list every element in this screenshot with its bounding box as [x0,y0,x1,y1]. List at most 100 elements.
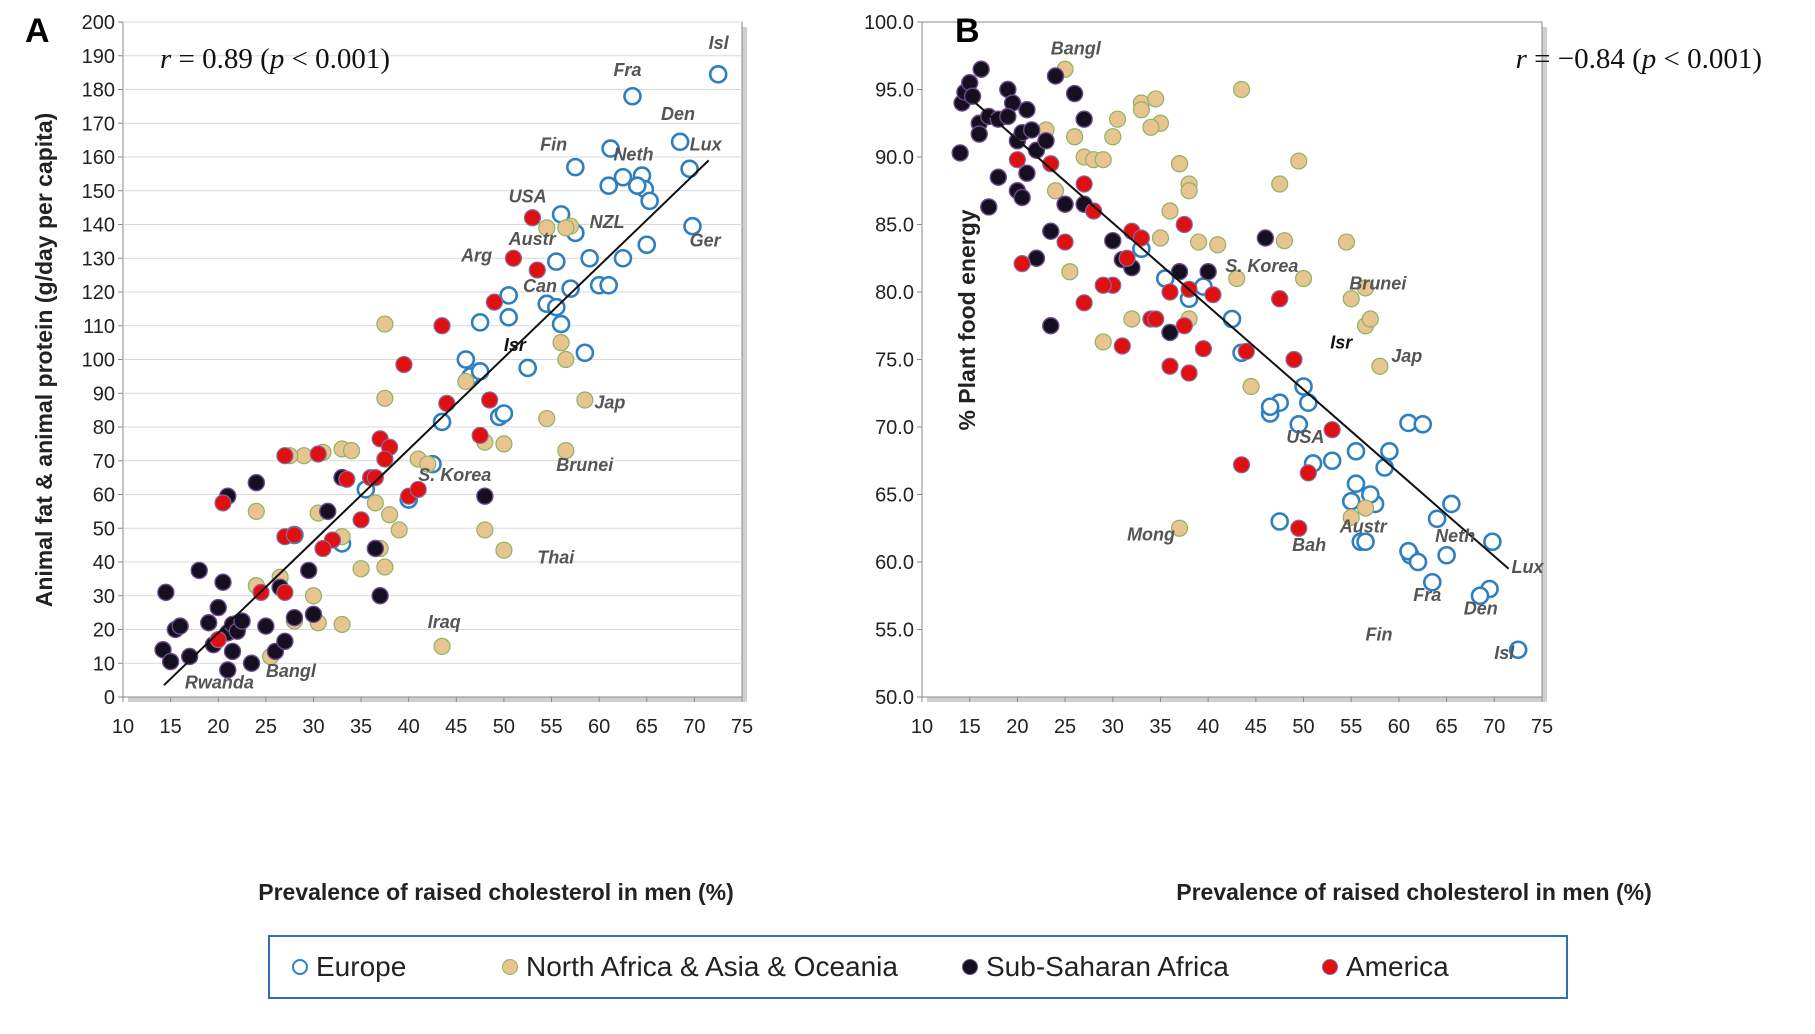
panel-b-point-ssa [1013,188,1031,207]
legend-marker-north-africa-asia-oceania [502,959,518,975]
panel-b-r-value: = −0.84 ( [1527,43,1642,75]
panel-a-y-tick-label: 200 [82,12,115,34]
panel-b-point-ssa [1022,121,1041,139]
panel-a-point-america [485,293,503,311]
panel-a-y-tick-label: 80 [93,417,115,439]
panel-b-point-america [1042,155,1060,173]
panel-a-point-america [471,426,489,445]
panel-b-x-tick-label: 70 [1483,716,1505,738]
panel-a-x-tick-label: 10 [112,716,134,738]
panel-b-point-ssa [1042,317,1060,335]
panel-a-point-america [352,511,370,529]
panel-a-point-america [366,469,384,487]
panel-a-correlation: r = 0.89 (p < 0.001) [160,43,390,75]
panel-b-point-ssa [951,144,969,162]
panel-a-point-europe [566,157,585,177]
panel-a-point-europe [580,248,599,268]
panel-a-point-europe [640,191,659,211]
panel-a-point-america [395,355,413,374]
panel-b-point-europe [1356,532,1375,552]
panel-b-point-europe [1346,441,1366,461]
panel-a-y-tick-label: 20 [93,620,115,642]
panel-b-point-nafrica [1242,377,1260,396]
panel-a-point-europe [637,235,657,255]
panel-b-point-america [1194,340,1212,358]
panel-a-point-nafrica [295,447,313,465]
panel-b-point-europe [1437,545,1456,565]
panel-b-point-europe [1508,640,1528,660]
panel-a-point-nafrica [557,350,575,369]
panel-b-point-europe [1346,474,1366,494]
panel-b-point-america [1175,317,1193,335]
panel-a-country-label: Thai [537,548,575,568]
panel-b-point-nafrica [1142,118,1160,136]
panel-b-plot-frame [921,21,1543,698]
panel-b-country-label: Fin [1366,624,1393,644]
panel-a-point-ssa [247,473,266,492]
panel-b-point-nafrica [1066,128,1084,146]
panel-a-y-tick-label: 180 [82,80,115,102]
panel-b-x-axis-title: Prevalence of raised cholesterol in men … [1176,879,1652,905]
panel-b-correlation: r = −0.84 (p < 0.001) [1516,43,1762,75]
panel-b-point-nafrica [1290,152,1308,170]
panel-b-point-nafrica [1294,269,1313,288]
panel-a-country-label: USA [509,187,547,207]
panel-b-point-nafrica [1371,357,1389,375]
panel-b-point-america [1232,456,1251,474]
legend-label-america: America [1346,951,1449,982]
panel-a-plot-area: 0 10 20 30 40 50 60 70 80 90 100 110 120 130 140 150 160… [82,12,754,738]
panel-a-point-europe [470,362,490,381]
panel-b-point-europe [1423,572,1442,592]
panel-a-point-nafrica [457,372,475,391]
panel-b-point-america [1285,350,1303,369]
panel-b-x-tick-label: 55 [1340,716,1362,738]
panel-a-y-tick-label: 170 [82,113,115,135]
panel-b-point-america [1237,342,1255,360]
panel-b-country-label: USA [1286,427,1324,447]
panel-b-point-america [1075,175,1093,193]
panel-a-point-america [214,494,232,512]
panel-b-point-ssa [1056,195,1074,213]
panel-a-y-tick-label: 40 [93,552,115,574]
panel-b-x-tick-label: 45 [1245,716,1267,738]
panel-a-point-europe [494,404,514,423]
panel-a-point-nafrica [352,560,370,578]
panel-b-point-europe [1341,491,1361,511]
panel-a-point-ssa [171,617,189,635]
panel-b-point-america [1085,202,1103,220]
panel-b-point-america [1290,519,1308,537]
panel-a-point-ssa [366,539,385,558]
panel-a-point-nafrica [557,219,575,237]
legend-label-north-africa-asia-oceania: North Africa & Asia & Oceania [526,951,898,982]
panel-a-point-europe [470,313,490,332]
panel-b-point-europe [1270,512,1289,531]
panel-b-point-ssa [970,125,988,143]
panel-b-point-america [1075,294,1093,312]
panel-a-point-ssa [233,612,251,630]
panel-a-point-ssa [200,614,218,632]
panel-b-point-nafrica [1161,202,1179,220]
panel-b-y-tick-label: 80.0 [875,282,914,304]
panel-a-point-ssa [223,642,242,661]
panel-a-x-tick-label: 35 [350,716,372,738]
panel-a-x-tick-label: 50 [493,716,515,738]
panel-a-point-america [338,470,356,488]
panel-b-x-tick-label: 25 [1054,716,1076,738]
panel-a-x-tick-label: 60 [588,716,610,738]
panel-b-point-nafrica [1228,269,1246,288]
panel-a-point-america [376,450,394,468]
panel-a-point-nafrica [304,587,323,605]
panel-b-point-europe [1380,441,1399,461]
panel-b-x-tick-label: 35 [1149,716,1171,738]
panel-a-point-ssa [190,561,208,580]
panel-a-point-nafrica [376,558,394,576]
panel-b-point-america [1056,233,1074,251]
legend-item-europe: Europe [292,951,502,983]
panel-a-country-label: Isl [709,33,730,53]
panel-a: 0 10 20 30 40 50 60 70 80 90 100 110 120 130 140 150 160… [25,12,753,905]
panel-b-point-america [1008,151,1026,169]
panel-b: 50.0 55.0 60.0 65.0 70.0 75.0 80.0 85.0 90.0 95.0… [864,12,1762,905]
panel-b-point-europe [1222,309,1242,329]
panel-b-plot-area: 50.0 55.0 60.0 65.0 70.0 75.0 80.0 85.0 90.0 95.0… [864,12,1553,738]
panel-a-point-nafrica [381,506,399,524]
